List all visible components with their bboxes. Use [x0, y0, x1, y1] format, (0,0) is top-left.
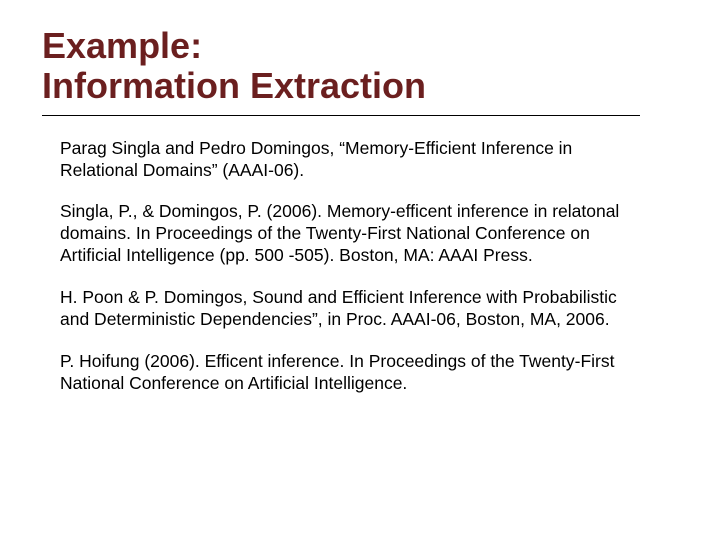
title-line-2: Information Extraction: [42, 66, 680, 106]
slide: Example: Information Extraction Parag Si…: [0, 0, 720, 540]
title-underline: [42, 115, 640, 116]
title-line-1: Example:: [42, 26, 680, 66]
citation-paragraph: P. Hoifung (2006). Efficent inference. I…: [60, 351, 620, 395]
slide-title: Example: Information Extraction: [40, 26, 680, 107]
slide-content: Parag Singla and Pedro Domingos, “Memory…: [40, 138, 680, 395]
citation-paragraph: H. Poon & P. Domingos, Sound and Efficie…: [60, 287, 620, 331]
citation-paragraph: Singla, P., & Domingos, P. (2006). Memor…: [60, 201, 620, 267]
citation-paragraph: Parag Singla and Pedro Domingos, “Memory…: [60, 138, 620, 182]
